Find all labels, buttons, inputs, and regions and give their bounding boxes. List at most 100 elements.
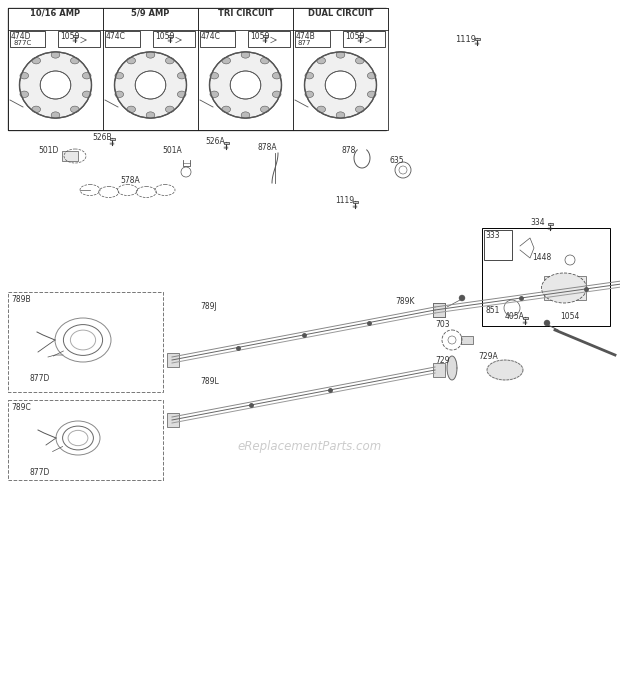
Bar — [73, 35, 78, 37]
Text: 878: 878 — [342, 146, 356, 155]
Ellipse shape — [71, 106, 79, 112]
Ellipse shape — [210, 73, 219, 79]
Bar — [103, 8, 198, 130]
Bar — [482, 228, 610, 326]
Bar — [433, 303, 445, 317]
Ellipse shape — [146, 112, 155, 119]
Text: TRI CIRCUIT: TRI CIRCUIT — [218, 9, 273, 18]
Text: 1054: 1054 — [560, 312, 579, 321]
Bar — [198, 8, 293, 130]
Bar — [433, 303, 445, 317]
Bar — [248, 31, 290, 47]
Bar — [105, 31, 140, 47]
Bar — [293, 8, 388, 30]
Bar — [153, 31, 195, 47]
Text: 1059: 1059 — [155, 32, 174, 41]
Text: 501A: 501A — [162, 146, 182, 155]
Text: 1448: 1448 — [532, 253, 551, 262]
Bar — [293, 8, 388, 130]
Text: 474B: 474B — [296, 32, 316, 41]
Ellipse shape — [20, 73, 29, 79]
Text: 789C: 789C — [11, 403, 31, 412]
Ellipse shape — [304, 52, 376, 118]
Bar — [544, 276, 586, 300]
Text: 1059: 1059 — [345, 32, 365, 41]
Bar — [523, 317, 528, 319]
Ellipse shape — [146, 52, 155, 58]
Ellipse shape — [305, 91, 314, 98]
Ellipse shape — [127, 106, 136, 112]
Bar — [262, 35, 267, 37]
Text: 474C: 474C — [201, 32, 221, 41]
Text: 333: 333 — [485, 231, 500, 240]
Bar — [58, 31, 100, 47]
Bar — [8, 400, 163, 480]
Ellipse shape — [115, 73, 123, 79]
Text: 501D: 501D — [38, 146, 58, 155]
Bar — [484, 230, 512, 260]
Bar — [8, 8, 386, 130]
Text: 526A: 526A — [205, 137, 224, 146]
Ellipse shape — [355, 106, 364, 112]
Bar — [223, 141, 229, 144]
Bar — [461, 336, 473, 344]
Ellipse shape — [317, 106, 326, 112]
Ellipse shape — [241, 112, 250, 119]
Ellipse shape — [51, 112, 60, 119]
Ellipse shape — [32, 58, 40, 64]
Ellipse shape — [177, 73, 186, 79]
Text: 789B: 789B — [11, 295, 30, 304]
Ellipse shape — [166, 58, 174, 64]
Bar — [8, 292, 163, 392]
Ellipse shape — [20, 91, 29, 98]
Ellipse shape — [222, 106, 231, 112]
Bar — [198, 8, 293, 30]
Ellipse shape — [317, 58, 326, 64]
Bar — [295, 31, 330, 47]
Ellipse shape — [260, 58, 269, 64]
Text: eReplacementParts.com: eReplacementParts.com — [238, 440, 382, 453]
Bar — [200, 31, 235, 47]
Text: 5/9 AMP: 5/9 AMP — [131, 9, 170, 18]
Ellipse shape — [115, 91, 123, 98]
Bar — [8, 8, 103, 130]
Ellipse shape — [272, 91, 281, 98]
Text: 635: 635 — [390, 156, 405, 165]
Bar — [8, 8, 103, 30]
Text: 789L: 789L — [200, 377, 219, 386]
Ellipse shape — [368, 91, 376, 98]
Ellipse shape — [135, 71, 166, 99]
Text: 877D: 877D — [30, 468, 50, 477]
Text: 729A: 729A — [478, 352, 498, 361]
Bar — [167, 413, 179, 427]
Text: 789K: 789K — [395, 297, 415, 306]
Text: 1119: 1119 — [455, 35, 476, 44]
Ellipse shape — [82, 73, 91, 79]
Ellipse shape — [82, 91, 91, 98]
Text: 877D: 877D — [30, 374, 50, 383]
Text: 789J: 789J — [200, 302, 217, 311]
Bar — [343, 31, 385, 47]
Text: 877C: 877C — [13, 40, 31, 46]
Text: 405A: 405A — [505, 312, 525, 321]
Ellipse shape — [51, 52, 60, 58]
Ellipse shape — [71, 58, 79, 64]
Ellipse shape — [260, 106, 269, 112]
Text: 851: 851 — [485, 306, 499, 315]
Bar — [103, 8, 198, 30]
Text: 1059: 1059 — [60, 32, 79, 41]
Text: 334: 334 — [530, 218, 544, 227]
Text: 703: 703 — [435, 320, 449, 329]
Ellipse shape — [127, 58, 136, 64]
Ellipse shape — [210, 91, 219, 98]
Ellipse shape — [230, 71, 261, 99]
Ellipse shape — [326, 71, 356, 99]
Polygon shape — [447, 356, 457, 380]
Ellipse shape — [32, 106, 40, 112]
Ellipse shape — [368, 73, 376, 79]
Circle shape — [459, 295, 465, 301]
Ellipse shape — [40, 71, 71, 99]
Ellipse shape — [355, 58, 364, 64]
Text: 729: 729 — [435, 356, 449, 365]
Ellipse shape — [222, 58, 231, 64]
